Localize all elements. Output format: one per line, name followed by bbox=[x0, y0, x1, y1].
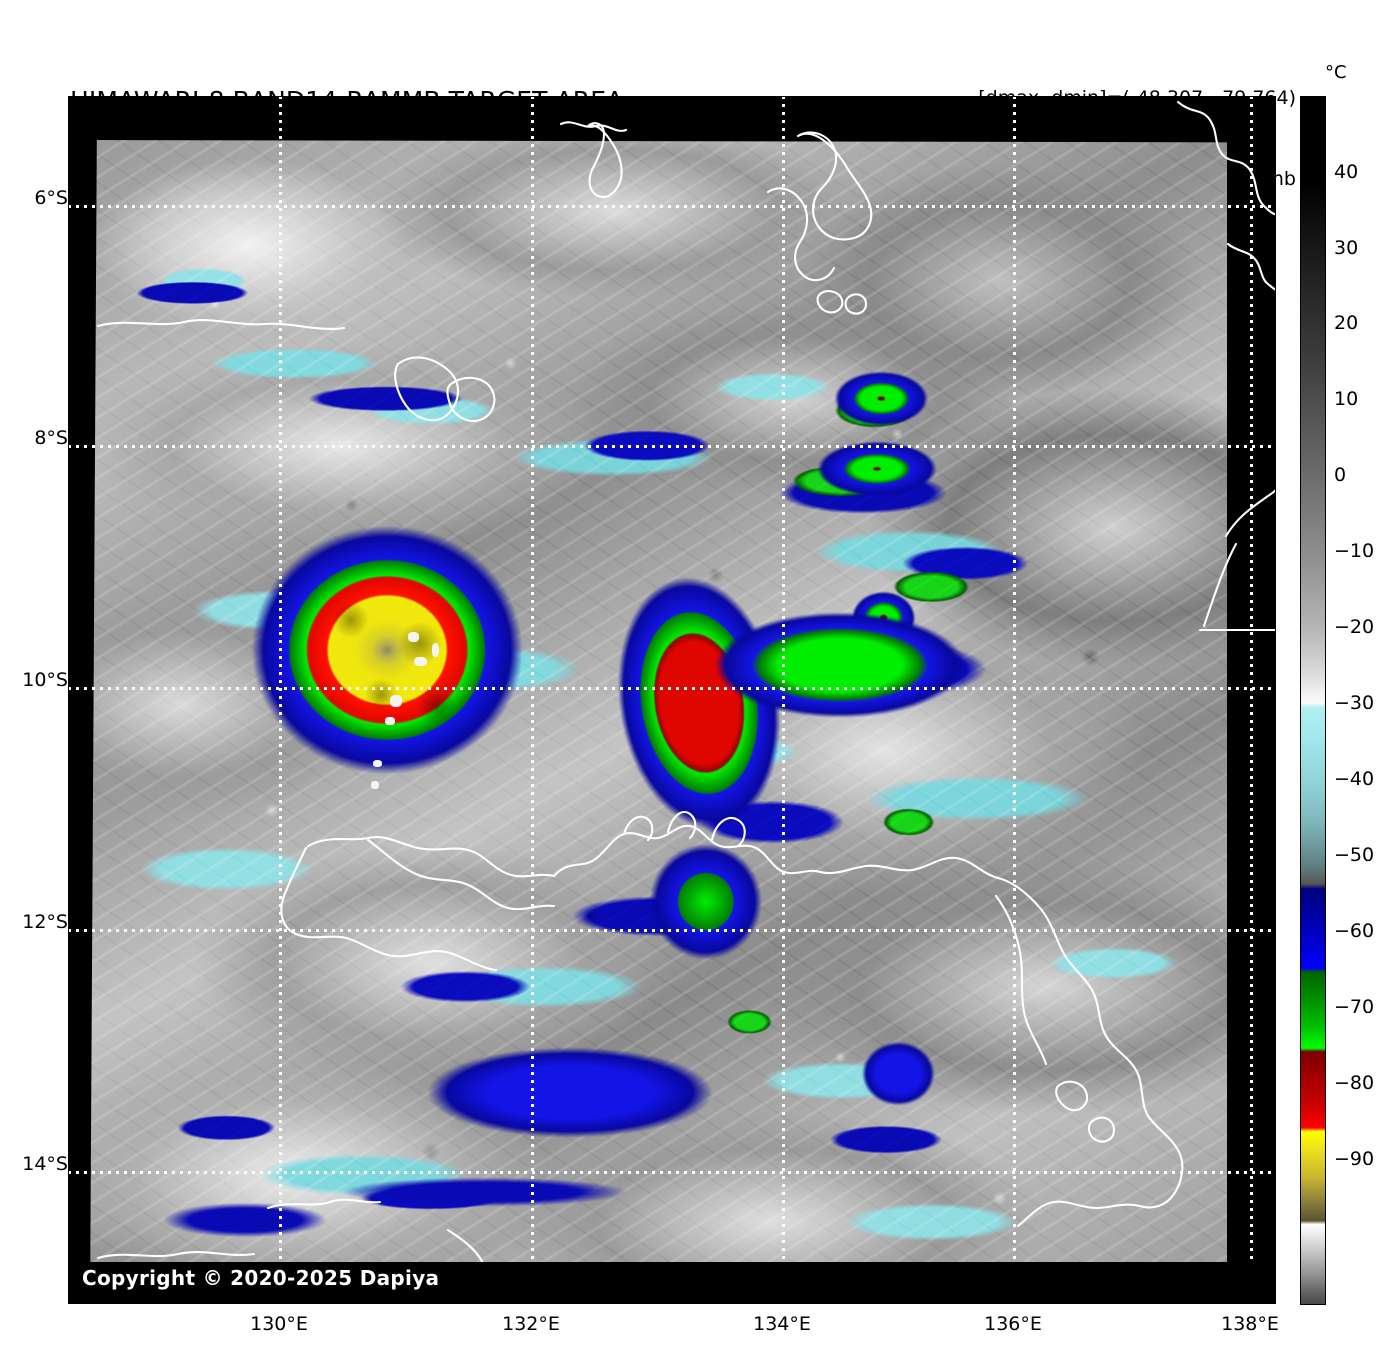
gridline-lon-130 bbox=[279, 96, 282, 1304]
coastline-island-b bbox=[796, 131, 873, 241]
coastline-gulf-inner bbox=[994, 894, 1048, 1066]
coastline-timor-south bbox=[280, 846, 498, 972]
colorbar-tick-label: −50 bbox=[1334, 844, 1375, 866]
overshooting-top bbox=[408, 632, 419, 642]
gridline-lat-6s bbox=[68, 205, 1276, 208]
lat-tick-label: 12°S bbox=[22, 911, 68, 933]
coastline-islet-e bbox=[844, 293, 868, 315]
coastline-australia-peninsula bbox=[622, 815, 654, 842]
coastline-east-arc-2 bbox=[1202, 542, 1238, 628]
coastline-south-shore bbox=[266, 1198, 382, 1210]
coastline-east-arc bbox=[1224, 488, 1276, 538]
gridline-lat-8s bbox=[68, 445, 1276, 448]
colorbar-tick-label: 40 bbox=[1334, 161, 1359, 183]
colorbar-tick-label: −20 bbox=[1334, 616, 1375, 638]
colorbar-tick-label: −60 bbox=[1334, 920, 1375, 942]
gridline-lon-132 bbox=[531, 96, 534, 1304]
gridline-lat-10s bbox=[68, 687, 1276, 690]
coastline-island-a bbox=[586, 122, 623, 199]
coastline-mid-island-2 bbox=[446, 376, 496, 423]
colorbar-tick-label: −10 bbox=[1334, 540, 1375, 562]
coastline-bay-islands-2 bbox=[1087, 1116, 1116, 1143]
ne-green-swath bbox=[710, 610, 970, 720]
ne-cell-cluster bbox=[832, 370, 944, 432]
coastline-australia-gulf bbox=[818, 856, 1000, 880]
lon-tick-label: 130°E bbox=[250, 1313, 308, 1335]
coastline-australia-south bbox=[1016, 1200, 1142, 1228]
lat-tick-label: 10°S bbox=[22, 669, 68, 691]
coastline-australia-peninsula-3 bbox=[710, 817, 746, 848]
lat-tick-label: 14°S bbox=[22, 1153, 68, 1175]
coastline-south-shore-2 bbox=[96, 1250, 256, 1260]
colorbar-unit-label: °C bbox=[1325, 62, 1347, 83]
coastline-australia-se bbox=[1138, 1114, 1184, 1209]
se-cell bbox=[860, 1040, 940, 1110]
overshooting-top bbox=[414, 657, 427, 666]
lon-tick-label: 134°E bbox=[753, 1313, 811, 1335]
colorbar-tick-label: −80 bbox=[1334, 1072, 1375, 1094]
coastline-timor bbox=[306, 836, 556, 878]
primary-cold-core bbox=[240, 515, 560, 815]
coastline-australia-north bbox=[552, 824, 822, 878]
colorbar-tick-label: −30 bbox=[1334, 692, 1375, 714]
colorbar-tick-label: 0 bbox=[1334, 464, 1347, 486]
coastline-australia-peninsula-2 bbox=[666, 810, 697, 840]
colorbar-tick-label: −90 bbox=[1334, 1148, 1375, 1170]
ne-cell-cluster bbox=[790, 440, 940, 500]
lon-tick-label: 136°E bbox=[984, 1313, 1042, 1335]
colorbar-gradient bbox=[1301, 97, 1325, 1304]
copyright-label: Copyright © 2020-2025 Dapiya bbox=[82, 1266, 440, 1290]
lon-tick-label: 138°E bbox=[1221, 1313, 1279, 1335]
overshooting-top bbox=[373, 760, 382, 767]
coastline-west-island bbox=[96, 319, 346, 330]
gridline-lat-12s bbox=[68, 929, 1276, 932]
overshooting-top bbox=[390, 695, 402, 707]
colorbar-tick-label: 10 bbox=[1334, 388, 1359, 410]
overshooting-top bbox=[432, 643, 439, 657]
south-blue-band bbox=[420, 1045, 720, 1140]
colorbar-tick-label: −40 bbox=[1334, 768, 1375, 790]
sw-blue-streak bbox=[150, 1200, 340, 1240]
coastline-bay-islands bbox=[1055, 1080, 1089, 1112]
colorbar-tick-label: −70 bbox=[1334, 996, 1375, 1018]
coastline-overlay bbox=[96, 100, 1276, 1295]
lat-tick-label: 6°S bbox=[34, 187, 68, 209]
gridline-lat-14s bbox=[68, 1171, 1276, 1174]
coastline-australia-east bbox=[996, 876, 1150, 1118]
gridline-lon-138 bbox=[1250, 96, 1253, 1304]
colorbar-tick-label: 30 bbox=[1334, 237, 1359, 259]
coastline-main-east bbox=[1226, 242, 1276, 292]
colorbar-tick-label: 20 bbox=[1334, 312, 1359, 334]
overshooting-top bbox=[371, 781, 379, 789]
lon-tick-label: 132°E bbox=[502, 1313, 560, 1335]
lat-tick-label: 8°S bbox=[34, 427, 68, 449]
coastline-mid-island bbox=[394, 356, 460, 422]
coastline-island-c bbox=[766, 187, 836, 282]
cold-core-texture bbox=[286, 565, 502, 761]
satellite-imagery-plot[interactable]: Copyright © 2020-2025 Dapiya bbox=[68, 96, 1276, 1304]
coastline-main-north bbox=[1176, 100, 1276, 216]
gridline-lon-134 bbox=[782, 96, 785, 1304]
coastline-timor-inner bbox=[366, 838, 556, 911]
eastern-green-tail bbox=[646, 840, 776, 980]
overshooting-top bbox=[385, 717, 395, 725]
s-blue-streak bbox=[320, 1175, 650, 1209]
gridline-lon-136 bbox=[1013, 96, 1016, 1304]
coastline-islet-d bbox=[816, 290, 844, 314]
footer-black-strip bbox=[68, 1262, 1276, 1304]
temperature-colorbar[interactable] bbox=[1300, 96, 1326, 1305]
